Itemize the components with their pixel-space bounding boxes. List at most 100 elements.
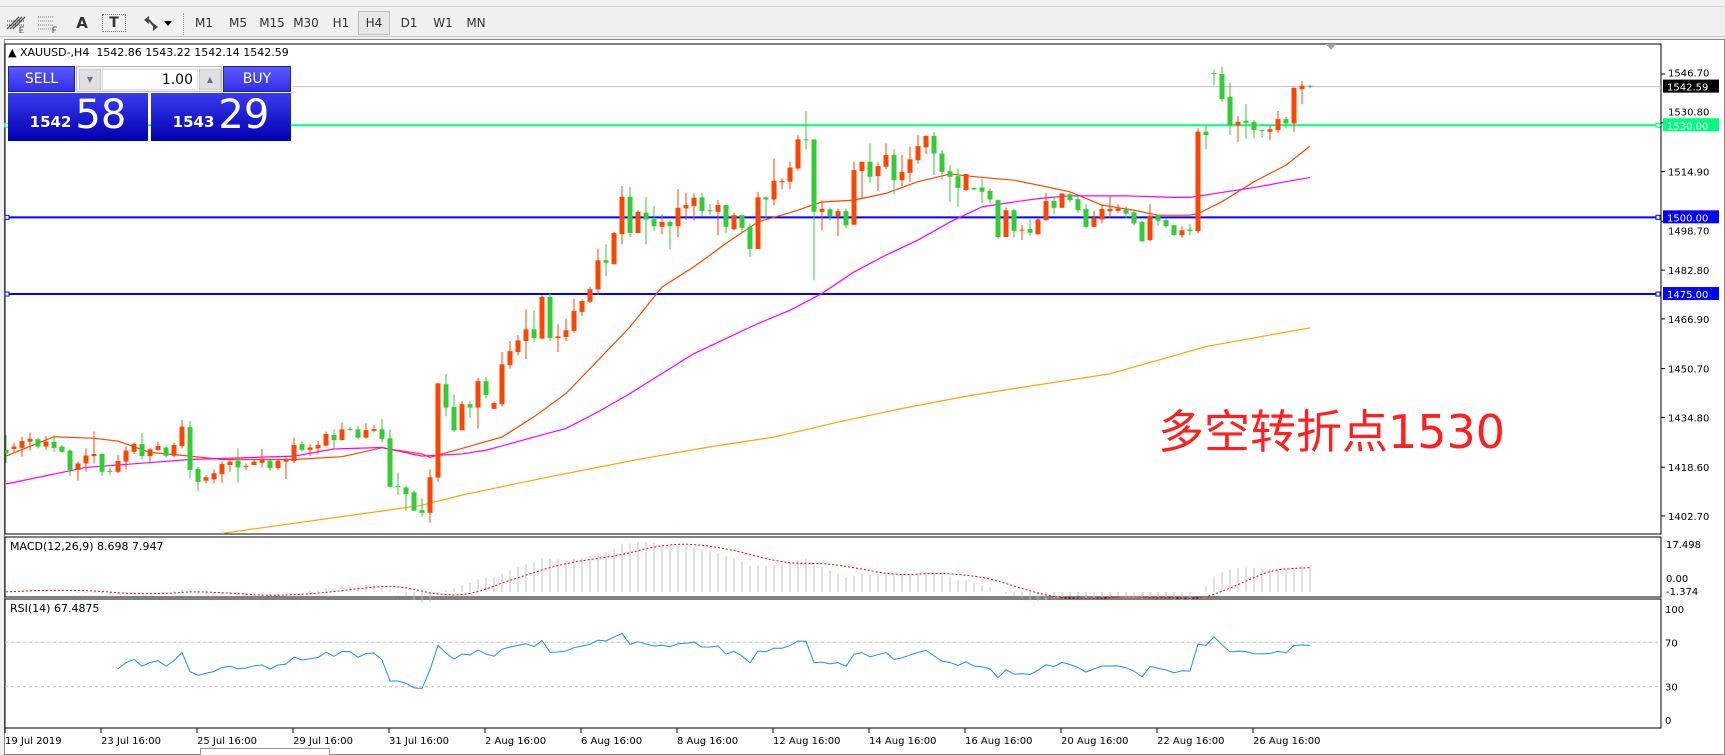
candle-body [651, 219, 657, 227]
timeframe-h4[interactable]: H4 [358, 11, 390, 35]
candle-body [523, 329, 529, 342]
fibonacci-expansion-icon[interactable] [3, 11, 29, 35]
chart-tab[interactable] [200, 748, 330, 755]
candle-body [1275, 119, 1281, 131]
candle [123, 446, 129, 470]
candle-body [571, 310, 577, 331]
candle [1267, 125, 1273, 140]
candle-body [1011, 210, 1017, 231]
candle [139, 432, 145, 460]
candle [315, 441, 321, 455]
candle [915, 135, 921, 164]
candle [923, 135, 929, 155]
symbol-ohlc-text: XAUUSD-,H4 1542.86 1543.22 1542.14 1542.… [19, 46, 289, 59]
candle-body [915, 146, 921, 161]
lot-size-input[interactable] [102, 69, 198, 90]
candle-body [1083, 209, 1089, 227]
candle [1227, 82, 1233, 136]
candle-body [235, 460, 241, 468]
candle-body [883, 155, 889, 167]
upper-toolbar-strip [0, 0, 1725, 7]
candle-body [971, 187, 977, 190]
candle-body [1211, 73, 1217, 75]
timeframe-d1[interactable]: D1 [400, 16, 418, 30]
candle-body [699, 197, 705, 211]
candle-body [43, 441, 49, 447]
candle [491, 401, 497, 409]
candle-body [203, 477, 209, 481]
level-handle [4, 214, 10, 220]
candle [1187, 224, 1193, 236]
candle-body [667, 221, 673, 227]
timeframe-m5[interactable]: M5 [229, 16, 247, 30]
chart-window[interactable] [4, 39, 1725, 755]
text-label-icon[interactable]: T [102, 14, 126, 32]
candle [459, 401, 465, 431]
candle [787, 161, 793, 190]
candle-body [251, 461, 257, 465]
candle [843, 208, 849, 229]
candle [131, 442, 137, 454]
arrows-dropdown-icon[interactable] [140, 11, 176, 35]
price-tag-label: 1542.59 [1667, 83, 1708, 94]
lot-decrease-button[interactable]: ▼ [79, 69, 101, 90]
timeframe-mn[interactable]: MN [466, 16, 486, 30]
candle [355, 426, 361, 440]
candle [395, 472, 401, 496]
timeframe-m30[interactable]: M30 [293, 16, 319, 30]
lot-increase-button[interactable]: ▲ [199, 69, 221, 90]
candle-body [1203, 131, 1209, 136]
time-axis-label: 29 Jul 16:00 [293, 736, 353, 747]
candle-body [475, 381, 481, 408]
candle-body [619, 196, 625, 235]
candle [707, 204, 713, 215]
time-axis-label: 25 Jul 16:00 [197, 736, 257, 747]
candle [507, 341, 513, 369]
candle-body [779, 181, 785, 183]
candle [67, 449, 73, 477]
candle [827, 207, 833, 221]
triangle-up-icon: ▲ [8, 46, 20, 59]
candle-body [1123, 209, 1129, 214]
candle [835, 208, 841, 237]
candle [1043, 192, 1049, 221]
candle [323, 431, 329, 447]
candle-body [363, 430, 369, 438]
candle-body [1051, 201, 1057, 208]
candle-body [1227, 96, 1233, 126]
price-tag-bg [1663, 287, 1719, 301]
price-axis-label: 1498.70 [1668, 226, 1709, 237]
candle [1195, 128, 1201, 233]
candle-body [555, 336, 561, 338]
candle-body [379, 429, 385, 439]
timeframe-m1[interactable]: M1 [195, 16, 213, 30]
candle [891, 149, 897, 195]
buy-price-pips: 29 [218, 92, 270, 138]
timeframe-h1[interactable]: H1 [332, 16, 350, 30]
candle [667, 219, 673, 250]
candle [819, 200, 825, 231]
candle-body [835, 211, 841, 217]
buy-button[interactable]: BUY [223, 66, 291, 92]
candle-body [123, 450, 129, 462]
candle [1147, 204, 1153, 242]
candle-body [763, 197, 769, 200]
candle [1235, 116, 1241, 142]
text-icon[interactable]: A [76, 14, 88, 32]
timeframe-m15[interactable]: M15 [259, 16, 285, 30]
sell-price-box[interactable]: 1542 58 [8, 93, 148, 141]
candle-body [443, 384, 449, 408]
candle-body [1027, 228, 1033, 233]
candle-body [35, 439, 41, 447]
buy-price-box[interactable]: 1543 29 [151, 93, 291, 141]
timeframe-w1[interactable]: W1 [433, 16, 453, 30]
candle-body [1107, 209, 1113, 212]
candle [803, 111, 809, 150]
candle-body [819, 209, 825, 212]
fibonacci-fan-icon[interactable] [33, 11, 61, 35]
candle [483, 376, 489, 399]
sell-button[interactable]: SELL [8, 66, 75, 92]
rsi-panel-border [4, 598, 1662, 729]
annotation-text[interactable]: 多空转折点1530 [1158, 405, 1506, 459]
